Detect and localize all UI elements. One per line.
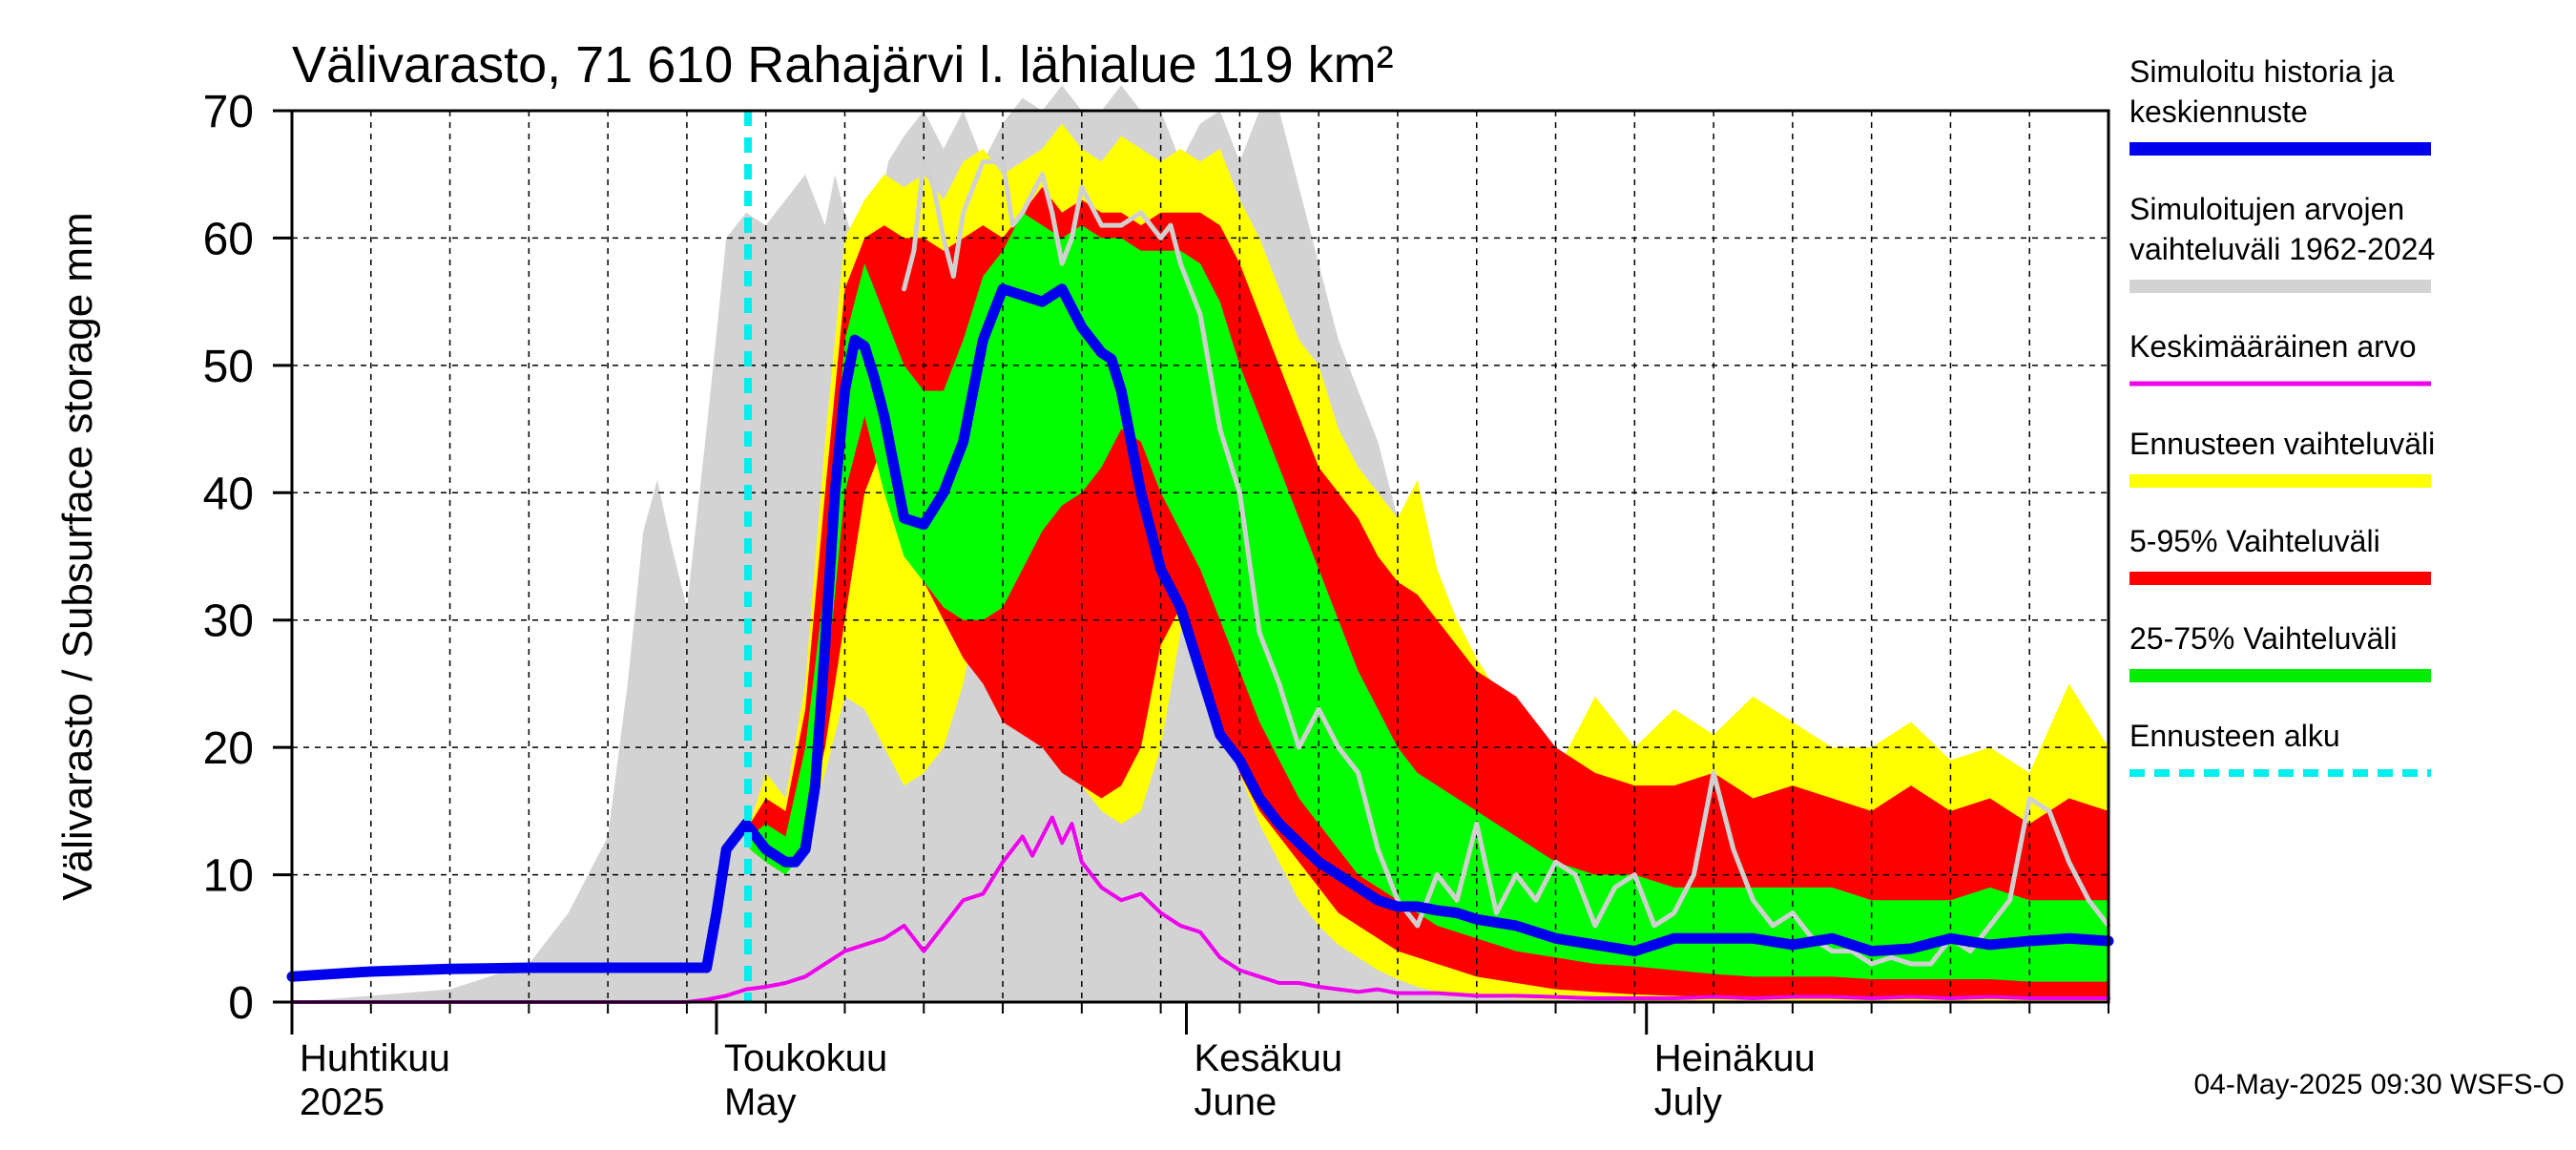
series-line-simulated-gray-reference-trace (902, 158, 2111, 967)
month-label-3-line2: July (1654, 1081, 1722, 1123)
y-tick-label-7: 70 (203, 87, 254, 137)
legend-label-0-0: Simuloitu historia ja (2129, 54, 2395, 89)
footer-timestamp: 04-May-2025 09:30 WSFS-O (2194, 1069, 2566, 1100)
legend-label-5-0: 25-75% Vaihteluväli (2129, 621, 2397, 656)
month-label-2-line1: Kesäkuu (1195, 1037, 1343, 1079)
y-tick-label-6: 60 (203, 214, 254, 264)
month-label-2-line2: June (1195, 1081, 1278, 1123)
legend-label-3-0: Ennusteen vaihteluväli (2129, 427, 2435, 461)
chart-title: Välivarasto, 71 610 Rahajärvi l. lähialu… (292, 36, 1394, 94)
month-label-0-line2: 2025 (300, 1081, 384, 1123)
y-tick-label-1: 10 (203, 851, 254, 902)
y-tick-label-5: 50 (203, 342, 254, 392)
legend-label-6-0: Ennusteen alku (2129, 719, 2340, 753)
band-layer (292, 85, 2109, 1003)
plot-frame (290, 109, 2110, 1004)
month-label-1-line2: May (724, 1081, 797, 1123)
frame-layer (273, 109, 2110, 1035)
month-label-0-line1: Huhtikuu (300, 1037, 450, 1079)
legend-label-2-0: Keskimääräinen arvo (2129, 329, 2417, 364)
legend-layer: Simuloitu historia ja keskiennuste Simuloi… (2129, 54, 2435, 777)
series-line-simuloitu-historia-ja-keskiennuste (286, 283, 2114, 982)
legend-label-4-0: 5-95% Vaihteluväli (2129, 524, 2380, 558)
legend-label-0-1: keskiennuste (2129, 94, 2308, 129)
band-3 (750, 212, 2109, 982)
month-label-1-line1: Toukokuu (724, 1037, 887, 1079)
legend-label-1-0: Simuloitujen arvojen (2129, 192, 2404, 226)
series-line-keskim-r-inen-arvo (290, 815, 2110, 1004)
grid-layer (291, 111, 2109, 1002)
legend-label-1-1: vaihteluväli 1962-2024 (2129, 232, 2435, 266)
month-label-3-line1: Heinäkuu (1654, 1037, 1816, 1079)
y-axis-label: Välivarasto / Subsurface storage mm (54, 212, 101, 900)
line-layer (286, 111, 2114, 1004)
y-tick-label-3: 30 (203, 596, 254, 647)
y-tick-label-0: 0 (228, 978, 254, 1029)
y-tick-label-2: 20 (203, 723, 254, 774)
y-tick-label-4: 40 (203, 469, 254, 519)
